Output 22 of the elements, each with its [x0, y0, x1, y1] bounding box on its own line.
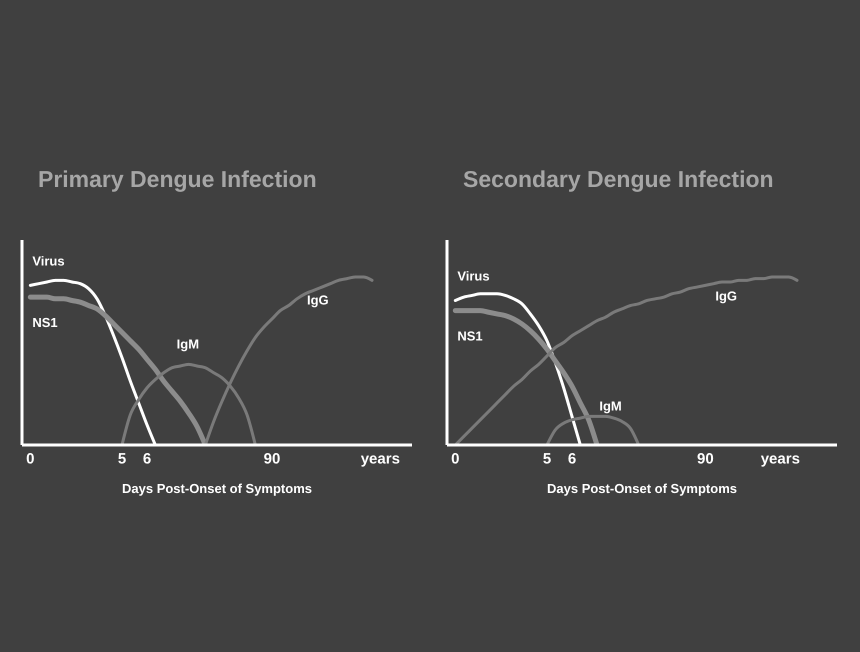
series-label: Virus: [457, 268, 490, 284]
x-tick-label: 6: [568, 450, 576, 468]
chart-title: Primary Dengue Infection: [38, 166, 317, 193]
series-label: IgM: [599, 398, 622, 414]
x-tick-label: 90: [264, 450, 280, 468]
x-tick-label: 90: [696, 450, 714, 468]
series-label: NS1: [457, 328, 483, 344]
chart-title: Secondary Dengue Infection: [463, 166, 774, 193]
x-tick-label: 5: [542, 450, 552, 468]
x-tick-label: 5: [118, 450, 126, 468]
x-axis-title: Days Post-Onset of Symptoms: [122, 481, 312, 496]
x-tick-label: 0: [26, 450, 35, 468]
x-tick-label: years: [760, 450, 800, 468]
x-axis-title: Days Post-Onset of Symptoms: [547, 481, 737, 496]
series-label: IgG: [307, 292, 329, 308]
series-label: Virus: [32, 253, 65, 268]
series-label: IgG: [715, 288, 738, 304]
x-tick-label: 6: [142, 450, 152, 468]
series-label: NS1: [32, 315, 58, 330]
series-label: IgM: [176, 336, 200, 352]
x-tick-label: 0: [451, 450, 460, 468]
x-tick-label: years: [360, 450, 400, 468]
